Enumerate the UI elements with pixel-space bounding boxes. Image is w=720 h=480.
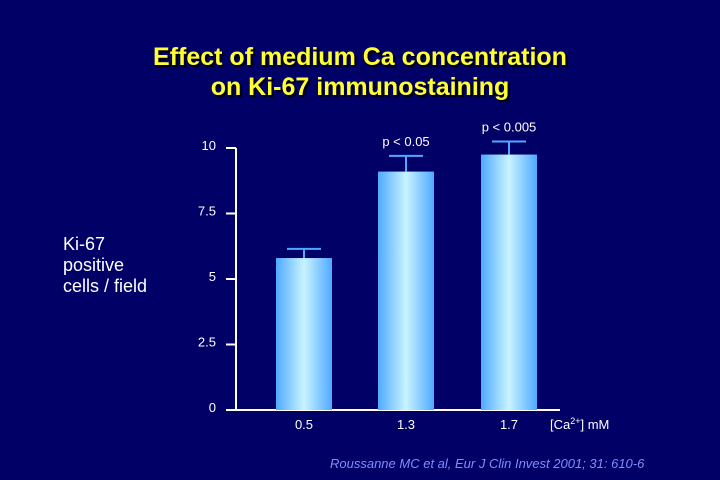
y-tick-label: 0 bbox=[209, 400, 216, 415]
y-axis-label: Ki-67 positive cells / field bbox=[63, 234, 147, 297]
significance-label: p < 0.05 bbox=[382, 134, 429, 149]
x-tick-label: 0.5 bbox=[295, 417, 313, 432]
x-axis-label: [Ca2+] mM bbox=[550, 416, 609, 432]
bar bbox=[481, 154, 537, 410]
x-axis-label-sup: 2+ bbox=[570, 416, 580, 426]
chart-title-line-2: on Ki-67 immunostaining bbox=[210, 73, 510, 101]
bar bbox=[378, 171, 434, 410]
x-axis-label-prefix: [Ca bbox=[550, 417, 571, 432]
chart-title-line-1: Effect of medium Ca concentration bbox=[153, 43, 567, 71]
y-tick-label: 2.5 bbox=[198, 335, 216, 350]
x-tick-label: 1.3 bbox=[397, 417, 415, 432]
x-tick-label: 1.7 bbox=[500, 417, 518, 432]
significance-label: p < 0.005 bbox=[482, 119, 537, 134]
y-axis-label-line-1: Ki-67 bbox=[63, 234, 106, 254]
citation: Roussanne MC et al, Eur J Clin Invest 20… bbox=[330, 456, 645, 471]
y-axis-label-line-2: positive bbox=[63, 255, 125, 275]
y-tick-label: 5 bbox=[209, 269, 216, 284]
x-axis-label-suffix: ] mM bbox=[581, 417, 610, 432]
y-tick-label: 7.5 bbox=[198, 204, 216, 219]
bar bbox=[276, 258, 332, 410]
y-tick-label: 10 bbox=[202, 138, 216, 153]
y-axis-label-line-3: cells / field bbox=[63, 276, 148, 296]
